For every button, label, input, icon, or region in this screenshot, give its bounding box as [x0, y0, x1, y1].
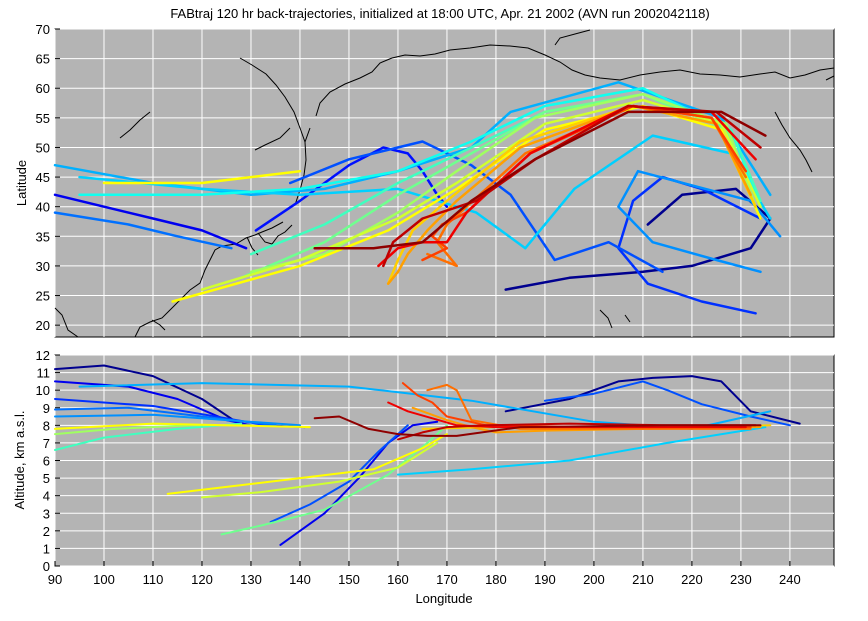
- altitude-y-axis-label: Altitude, km a.s.l.: [12, 411, 27, 510]
- altitude-y-tick-label: 7: [43, 436, 50, 451]
- x-tick-label: 100: [93, 572, 115, 587]
- altitude-trajectory-line: [269, 424, 409, 523]
- altitude-trajectory-line: [279, 420, 439, 546]
- map-trajectory-line: [53, 193, 248, 250]
- x-tick-label: 190: [534, 572, 556, 587]
- x-tick-label: 140: [289, 572, 311, 587]
- map-trajectory-line: [288, 140, 664, 274]
- x-tick-label: 160: [387, 572, 409, 587]
- map-y-ticks: 20 25 30 35 40 45 50 55 60 65 70: [36, 22, 60, 333]
- x-tick-label: 240: [779, 572, 801, 587]
- altitude-y-tick-label: 5: [43, 471, 50, 486]
- map-y-tick-label: 40: [36, 200, 50, 215]
- coastline: [54, 29, 835, 338]
- map-y-tick-label: 20: [36, 318, 50, 333]
- x-tick-label: 210: [632, 572, 654, 587]
- map-trajectory-line: [53, 211, 233, 250]
- altitude-trajectory-line: [201, 441, 439, 499]
- altitude-trajectory-line: [54, 380, 252, 427]
- altitude-trajectory-line: [166, 433, 448, 495]
- x-tick-label: 90: [48, 572, 62, 587]
- map-y-tick-label: 30: [36, 259, 50, 274]
- altitude-grid: [54, 354, 834, 567]
- altitude-trajectory-line: [54, 413, 301, 427]
- map-trajectory-line: [617, 169, 782, 274]
- map-trajectory-line: [102, 169, 302, 185]
- x-tick-label: 180: [485, 572, 507, 587]
- chart-title: FABtraj 120 hr back-trajectories, initia…: [170, 6, 709, 21]
- altitude-trajectory-line: [220, 424, 448, 536]
- map-y-axis-label: Latitude: [14, 160, 29, 206]
- map-y-tick-label: 65: [36, 52, 50, 67]
- altitude-y-tick-label: 4: [43, 489, 50, 504]
- altitude-trajectory-line: [313, 415, 762, 437]
- altitude-trajectory-line: [426, 383, 752, 430]
- altitude-trajectory-line: [54, 364, 243, 427]
- altitude-y-tick-label: 1: [43, 541, 50, 556]
- altitude-trajectory-line: [54, 422, 311, 430]
- map-trajectory-line: [313, 110, 767, 250]
- x-tick-label: 230: [730, 572, 752, 587]
- altitude-trajectories: [54, 364, 801, 546]
- altitude-trajectory-line: [397, 426, 767, 476]
- map-y-tick-label: 50: [36, 140, 50, 155]
- x-tick-label: 110: [143, 572, 164, 587]
- x-tick-label: 220: [681, 572, 703, 587]
- altitude-y-tick-label: 9: [43, 401, 50, 416]
- altitude-y-tick-label: 2: [43, 524, 50, 539]
- map-trajectory-line: [504, 187, 772, 291]
- altitude-y-tick-label: 11: [37, 366, 51, 381]
- x-axis-label: Longitude: [415, 591, 472, 606]
- map-y-tick-label: 55: [36, 111, 50, 126]
- map-y-tick-label: 45: [36, 170, 50, 185]
- x-tick-label: 120: [191, 572, 213, 587]
- x-tick-label: 130: [240, 572, 262, 587]
- altitude-y-tick-label: 8: [43, 418, 50, 433]
- map-y-tick-label: 70: [36, 22, 50, 37]
- altitude-x-ticks: 90 100 110 120 130 140 150 160 170 180 190 200 210 22…: [48, 561, 801, 587]
- altitude-y-tick-label: 3: [43, 506, 50, 521]
- x-tick-label: 150: [338, 572, 360, 587]
- x-tick-label: 170: [436, 572, 458, 587]
- altitude-y-tick-label: 10: [36, 383, 50, 398]
- altitude-y-tick-label: 0: [43, 559, 50, 574]
- x-tick-label: 200: [583, 572, 605, 587]
- map-trajectory-line: [386, 104, 752, 285]
- map-y-tick-label: 35: [36, 229, 50, 244]
- map-y-tick-label: 25: [36, 289, 50, 304]
- map-trajectories: [53, 81, 782, 315]
- map-trajectory-line: [171, 104, 762, 303]
- altitude-y-tick-label: 12: [36, 348, 50, 363]
- map-trajectory-line: [200, 98, 762, 291]
- map-y-tick-label: 60: [36, 81, 50, 96]
- altitude-y-tick-label: 6: [43, 454, 50, 469]
